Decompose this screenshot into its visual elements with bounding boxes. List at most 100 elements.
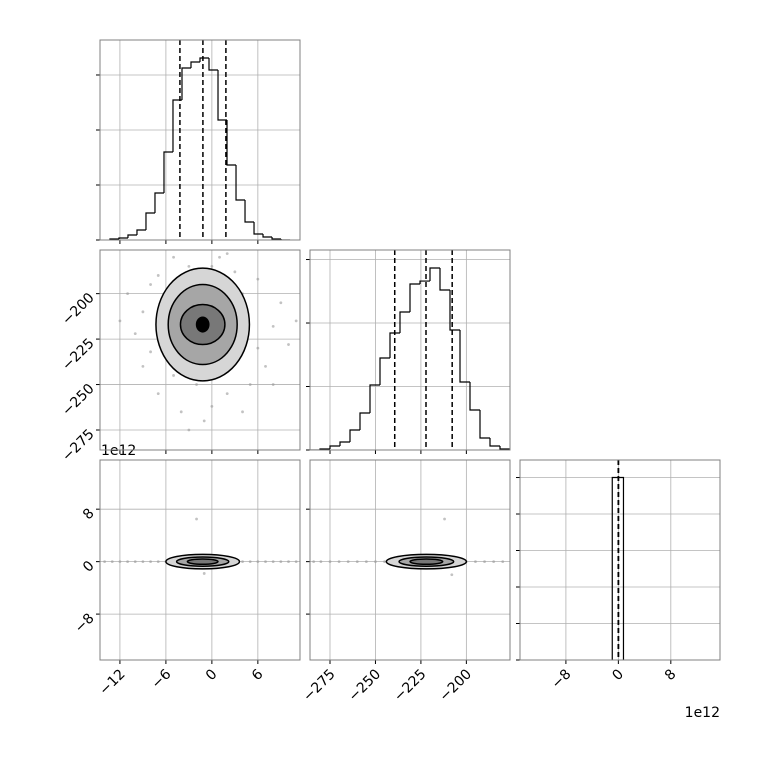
panel-frame	[99, 249, 301, 451]
scatter-point	[141, 560, 145, 564]
x-tick-label: 0	[203, 666, 221, 684]
scatter-point	[337, 560, 341, 564]
scatter-point	[202, 572, 206, 575]
scatter-point	[279, 301, 283, 305]
histogram-bin	[271, 236, 282, 240]
panel-frame	[99, 459, 301, 661]
scatter-point	[264, 560, 267, 564]
scatter-point	[225, 392, 229, 396]
scatter-point	[374, 560, 377, 564]
histogram-bin	[329, 445, 340, 449]
histogram-bin	[489, 438, 500, 447]
histogram-bin	[136, 229, 146, 235]
y-tick-label: −250	[59, 381, 98, 420]
scatter-point	[118, 560, 122, 564]
panel-frame	[519, 459, 721, 661]
scatter-point	[294, 319, 298, 323]
histogram-bin	[499, 446, 510, 450]
scatter-point	[179, 410, 183, 414]
scatter-point	[443, 517, 446, 521]
scatter-point	[110, 560, 114, 564]
y-tick-label: −200	[59, 290, 98, 329]
histogram-bin	[280, 239, 291, 240]
contour	[186, 558, 219, 566]
histogram-bin	[469, 382, 480, 411]
scatter-point	[156, 274, 160, 277]
x-tick-label: −275	[300, 666, 339, 705]
histogram-bin	[172, 99, 182, 152]
scatter-point	[126, 560, 129, 564]
scatter-point	[149, 283, 152, 286]
panel: −275 −250 −225 −200	[59, 249, 301, 465]
scatter-point	[256, 277, 260, 281]
scatter-point	[172, 255, 175, 259]
scatter-point	[294, 560, 298, 564]
panel-frame	[309, 459, 511, 661]
histogram-bin	[359, 412, 370, 430]
x-tick-label: −200	[437, 666, 476, 705]
x-tick-label: 0	[609, 666, 627, 684]
histogram-bin	[389, 332, 400, 358]
y-tick-label: 8	[80, 506, 98, 524]
scatter-point	[383, 560, 386, 564]
scatter-point	[187, 264, 191, 268]
histogram-bin	[369, 384, 380, 413]
scatter-point	[271, 560, 275, 564]
scatter-point	[256, 560, 260, 564]
scatter-point	[492, 560, 496, 564]
histogram-bin	[154, 192, 164, 213]
histogram-bin	[118, 237, 128, 240]
histogram-bin	[439, 268, 450, 291]
scatter-point	[225, 252, 229, 256]
histogram-bin	[339, 441, 350, 446]
histogram-bin	[163, 151, 173, 193]
histogram-bin	[199, 57, 210, 63]
scatter-point	[210, 264, 214, 268]
histogram-bin	[190, 61, 200, 68]
scatter-point	[501, 560, 505, 564]
y-tick-label: −225	[59, 335, 98, 374]
y-offset-label: 1e12	[101, 443, 136, 459]
histogram-bin	[449, 290, 460, 331]
x-tick-label: 8	[662, 666, 680, 684]
x-tick-label: −8	[549, 666, 575, 692]
scatter-point	[328, 560, 332, 564]
scatter-point	[319, 560, 323, 564]
scatter-point	[141, 364, 145, 368]
scatter-point	[202, 419, 206, 423]
histogram-bin	[459, 330, 470, 383]
panel: −8 0 8	[516, 459, 721, 692]
x-tick-label: 6	[249, 666, 267, 684]
y-tick-label: −275	[59, 426, 98, 465]
histogram-bin	[349, 429, 360, 442]
scatter-point	[279, 560, 283, 564]
scatter-point	[218, 255, 221, 259]
histogram-bin	[399, 311, 410, 333]
scatter-point	[248, 560, 252, 564]
scatter-point	[287, 560, 290, 564]
histogram-bin	[419, 280, 430, 285]
scatter-point	[364, 560, 368, 564]
histogram-bin	[429, 267, 440, 282]
scatter-point	[149, 350, 152, 354]
y-tick-label: −8	[72, 610, 98, 636]
scatter-point	[187, 428, 191, 432]
histogram-bin	[379, 357, 390, 385]
panel	[306, 249, 511, 454]
histogram-bin	[181, 67, 191, 101]
panel-frame	[99, 39, 301, 241]
contour	[195, 316, 210, 333]
histogram-bin	[235, 164, 246, 201]
scatter-point	[118, 319, 122, 323]
scatter-point	[141, 310, 145, 314]
histogram-bin	[253, 222, 264, 235]
scatter-point	[264, 364, 267, 368]
scatter-point	[241, 410, 244, 414]
scatter-point	[271, 324, 275, 328]
panel: −12 −6 0 6 −8 0 8	[72, 459, 301, 699]
panel	[96, 39, 301, 244]
histogram-bin	[479, 410, 490, 439]
x-tick-label: −12	[96, 666, 128, 698]
scatter-point	[271, 383, 275, 386]
